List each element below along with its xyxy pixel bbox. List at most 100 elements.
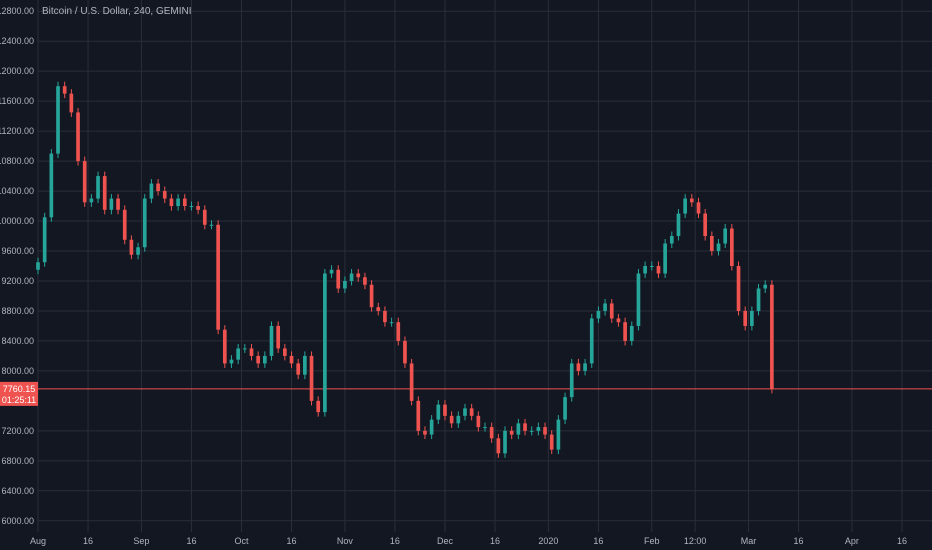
candle-body bbox=[169, 198, 174, 207]
candle-body bbox=[82, 161, 87, 203]
candle-body bbox=[182, 198, 187, 207]
candle-body bbox=[196, 206, 200, 210]
candle-body bbox=[770, 284, 774, 389]
candle-body bbox=[336, 269, 341, 289]
candle-body bbox=[689, 198, 694, 203]
candle-body bbox=[616, 318, 621, 323]
candle-body bbox=[89, 198, 94, 203]
candle-body bbox=[623, 322, 627, 341]
candle-body bbox=[109, 198, 114, 210]
x-tick-label: Sep bbox=[133, 536, 149, 546]
candle-body bbox=[456, 415, 461, 424]
candle-body bbox=[629, 325, 634, 341]
candle-body bbox=[276, 325, 281, 349]
candle-body bbox=[416, 400, 421, 431]
candle-body bbox=[703, 213, 707, 237]
candle-body bbox=[409, 363, 414, 401]
candle-body bbox=[229, 359, 234, 364]
candle-body bbox=[136, 247, 140, 255]
candle-body bbox=[476, 415, 481, 428]
last-price-value: 7760.15 bbox=[3, 384, 36, 394]
candle-body bbox=[242, 348, 247, 350]
candle-body bbox=[383, 310, 387, 323]
candle-body bbox=[209, 224, 214, 226]
candle-body bbox=[116, 198, 120, 210]
last-price-badge bbox=[0, 381, 38, 406]
candle-body bbox=[256, 355, 260, 364]
candle-body bbox=[62, 86, 67, 94]
y-tick-label: 7200.00 bbox=[1, 426, 34, 436]
candle-body bbox=[669, 236, 674, 244]
candle-body bbox=[596, 310, 601, 319]
candle-body bbox=[569, 363, 574, 398]
candle-body bbox=[543, 427, 547, 435]
candle-body bbox=[509, 430, 514, 435]
candle-body bbox=[643, 266, 647, 274]
candle-body bbox=[676, 213, 681, 237]
x-tick-label: 12:00 bbox=[684, 536, 707, 546]
candle-body bbox=[423, 430, 427, 435]
x-tick-label: 16 bbox=[897, 536, 907, 546]
candle-body bbox=[449, 415, 454, 424]
x-tick-label: Mar bbox=[741, 536, 757, 546]
y-tick-label: 10000.00 bbox=[0, 216, 34, 226]
candle-body bbox=[556, 419, 561, 450]
candle-body bbox=[496, 438, 501, 454]
candle-body bbox=[269, 325, 274, 356]
y-tick-label: 10400.00 bbox=[0, 186, 34, 196]
candle-body bbox=[710, 236, 714, 252]
y-tick-label: 10800.00 bbox=[0, 156, 34, 166]
candle-body bbox=[289, 355, 294, 364]
chart-title: Bitcoin / U.S. Dollar, 240, GEMINI bbox=[42, 6, 192, 17]
candle-body bbox=[396, 322, 401, 341]
candle-body bbox=[162, 191, 167, 199]
y-tick-label: 12000.00 bbox=[0, 66, 34, 76]
candle-body bbox=[503, 430, 507, 454]
candle-body bbox=[102, 176, 107, 210]
candle-body bbox=[283, 348, 287, 356]
candle-body bbox=[236, 348, 240, 360]
candle-body bbox=[636, 273, 641, 326]
candle-body bbox=[463, 408, 467, 416]
candle-body bbox=[202, 209, 207, 225]
candle-body bbox=[516, 423, 521, 435]
candle-body bbox=[723, 228, 728, 244]
x-tick-label: Feb bbox=[644, 536, 660, 546]
candle-body bbox=[736, 266, 741, 311]
y-tick-label: 12400.00 bbox=[0, 36, 34, 46]
y-tick-label: 8800.00 bbox=[1, 306, 34, 316]
candle-body bbox=[429, 419, 434, 435]
candle-body bbox=[142, 198, 147, 248]
candle-body bbox=[536, 427, 541, 431]
x-tick-label: 16 bbox=[83, 536, 93, 546]
candle-body bbox=[583, 363, 587, 371]
candle-body bbox=[443, 404, 447, 416]
candle-body bbox=[469, 408, 474, 416]
candle-body bbox=[36, 262, 40, 270]
y-tick-label: 9600.00 bbox=[1, 246, 34, 256]
x-tick-label: Oct bbox=[234, 536, 249, 546]
candle-body bbox=[563, 397, 567, 420]
candle-body bbox=[76, 112, 80, 162]
candle-body bbox=[69, 93, 74, 113]
candle-body bbox=[316, 400, 321, 413]
candle-body bbox=[343, 280, 347, 289]
candle-body bbox=[489, 427, 494, 439]
candle-body bbox=[389, 322, 394, 324]
x-tick-label: 16 bbox=[490, 536, 500, 546]
x-tick-label: 16 bbox=[186, 536, 196, 546]
candle-body bbox=[756, 288, 761, 311]
y-tick-label: 9200.00 bbox=[1, 276, 34, 286]
candle-body bbox=[763, 284, 768, 289]
x-tick-label: 16 bbox=[794, 536, 804, 546]
candle-body bbox=[363, 277, 367, 285]
candle-body bbox=[329, 269, 334, 274]
candle-body bbox=[609, 303, 614, 319]
candle-body bbox=[663, 243, 667, 274]
candle-body bbox=[436, 404, 441, 420]
candle-body bbox=[603, 303, 607, 311]
candle-body bbox=[323, 273, 327, 413]
y-tick-label: 6400.00 bbox=[1, 486, 34, 496]
